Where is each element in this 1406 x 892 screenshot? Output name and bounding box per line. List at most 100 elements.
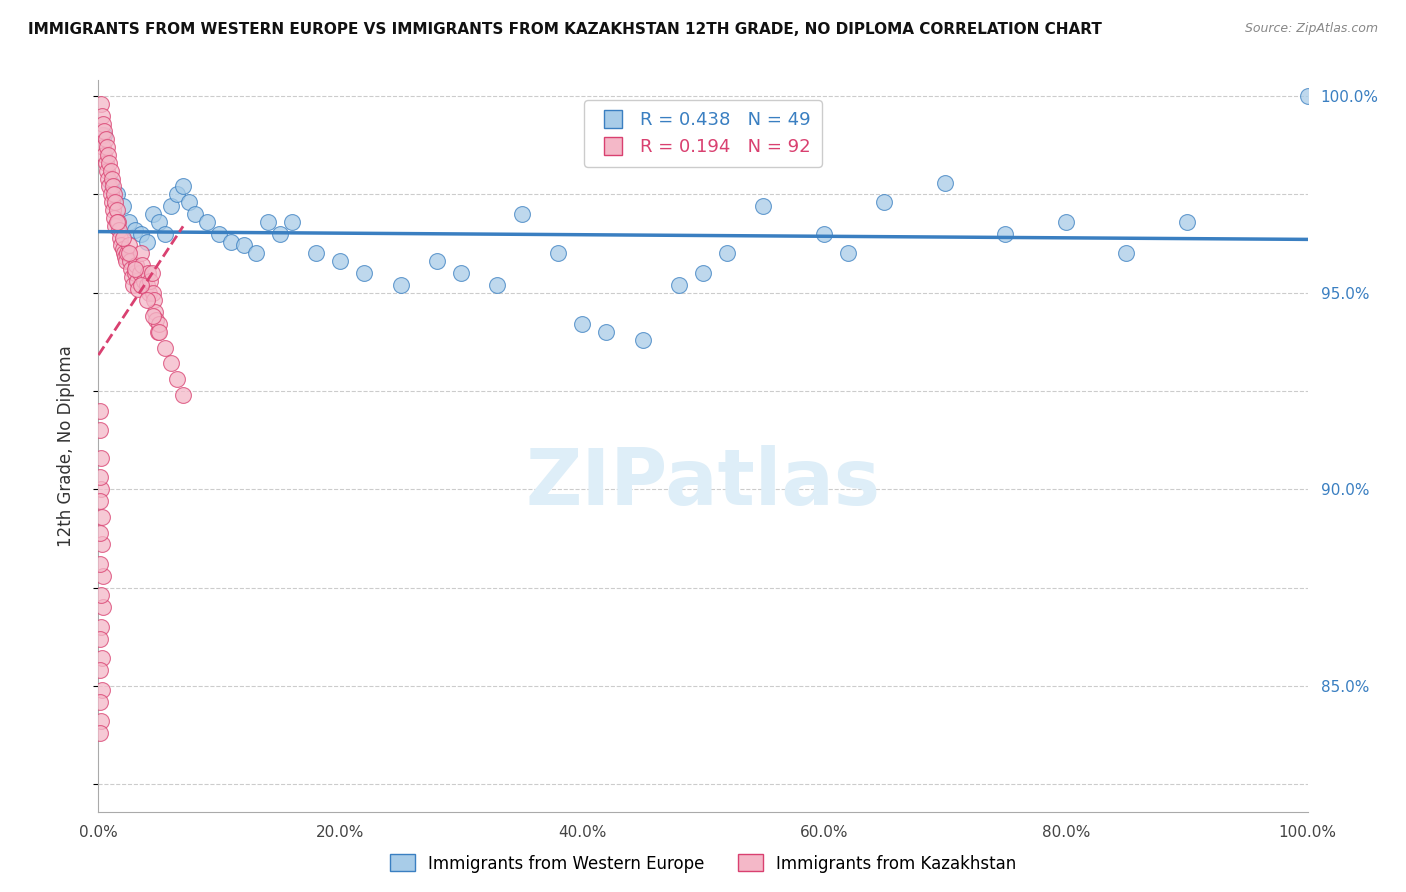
- Point: [91, 600, 114, 615]
- Point: [108, 223, 131, 237]
- Point: [135, 293, 157, 308]
- Point: [90, 589, 112, 603]
- Point: [221, 235, 243, 249]
- Point: [631, 333, 654, 347]
- Point: [97, 171, 120, 186]
- Point: [90, 96, 112, 111]
- Point: [96, 163, 118, 178]
- Point: [145, 313, 167, 327]
- Point: [91, 568, 114, 582]
- Point: [179, 195, 201, 210]
- Point: [1115, 246, 1137, 260]
- Point: [510, 207, 533, 221]
- Point: [129, 227, 152, 241]
- Point: [305, 246, 328, 260]
- Point: [135, 277, 157, 292]
- Point: [813, 227, 835, 241]
- Point: [134, 274, 156, 288]
- Point: [934, 176, 956, 190]
- Point: [124, 266, 146, 280]
- Point: [103, 187, 125, 202]
- Point: [143, 305, 166, 319]
- Legend: Immigrants from Western Europe, Immigrants from Kazakhstan: Immigrants from Western Europe, Immigran…: [382, 847, 1024, 880]
- Y-axis label: 12th Grade, No Diploma: 12th Grade, No Diploma: [56, 345, 75, 547]
- Point: [91, 509, 114, 524]
- Point: [142, 310, 165, 324]
- Point: [100, 171, 122, 186]
- Point: [245, 246, 267, 260]
- Text: Source: ZipAtlas.com: Source: ZipAtlas.com: [1244, 22, 1378, 36]
- Point: [172, 388, 194, 402]
- Point: [117, 246, 139, 260]
- Point: [91, 128, 114, 143]
- Point: [125, 258, 148, 272]
- Point: [100, 187, 122, 202]
- Point: [100, 195, 122, 210]
- Text: IMMIGRANTS FROM WESTERN EUROPE VS IMMIGRANTS FROM KAZAKHSTAN 12TH GRADE, NO DIPL: IMMIGRANTS FROM WESTERN EUROPE VS IMMIGR…: [28, 22, 1102, 37]
- Point: [127, 274, 149, 288]
- Point: [101, 179, 124, 194]
- Point: [90, 450, 112, 465]
- Point: [281, 215, 304, 229]
- Point: [595, 325, 617, 339]
- Point: [89, 695, 111, 709]
- Point: [752, 199, 775, 213]
- Point: [129, 277, 152, 292]
- Point: [153, 227, 176, 241]
- Point: [91, 140, 114, 154]
- Point: [172, 179, 194, 194]
- Point: [256, 215, 278, 229]
- Legend: R = 0.438   N = 49, R = 0.194   N = 92: R = 0.438 N = 49, R = 0.194 N = 92: [585, 100, 821, 167]
- Point: [135, 235, 157, 249]
- Point: [146, 325, 169, 339]
- Point: [692, 266, 714, 280]
- Point: [232, 238, 254, 252]
- Point: [153, 341, 176, 355]
- Point: [668, 277, 690, 292]
- Point: [269, 227, 291, 241]
- Point: [994, 227, 1017, 241]
- Point: [837, 246, 859, 260]
- Point: [208, 227, 231, 241]
- Point: [111, 243, 134, 257]
- Point: [98, 179, 121, 194]
- Point: [96, 140, 118, 154]
- Point: [97, 148, 120, 162]
- Point: [100, 176, 122, 190]
- Point: [91, 651, 114, 665]
- Point: [108, 230, 131, 244]
- Point: [118, 215, 141, 229]
- Point: [873, 195, 896, 210]
- Point: [90, 714, 112, 729]
- Point: [94, 156, 117, 170]
- Point: [118, 254, 141, 268]
- Point: [89, 525, 111, 540]
- Point: [1175, 215, 1198, 229]
- Point: [89, 726, 111, 740]
- Point: [124, 262, 146, 277]
- Point: [138, 285, 160, 300]
- Point: [93, 124, 115, 138]
- Point: [104, 219, 127, 233]
- Point: [148, 317, 170, 331]
- Point: [90, 482, 112, 496]
- Point: [329, 254, 352, 268]
- Point: [89, 403, 111, 417]
- Point: [91, 109, 114, 123]
- Point: [111, 230, 134, 244]
- Point: [136, 266, 159, 280]
- Point: [142, 285, 165, 300]
- Point: [107, 215, 129, 229]
- Point: [148, 325, 170, 339]
- Point: [195, 215, 218, 229]
- Point: [89, 423, 111, 437]
- Point: [160, 356, 183, 370]
- Point: [143, 293, 166, 308]
- Point: [166, 187, 188, 202]
- Point: [110, 238, 132, 252]
- Point: [426, 254, 449, 268]
- Point: [450, 266, 472, 280]
- Point: [118, 238, 141, 252]
- Point: [353, 266, 375, 280]
- Point: [90, 620, 112, 634]
